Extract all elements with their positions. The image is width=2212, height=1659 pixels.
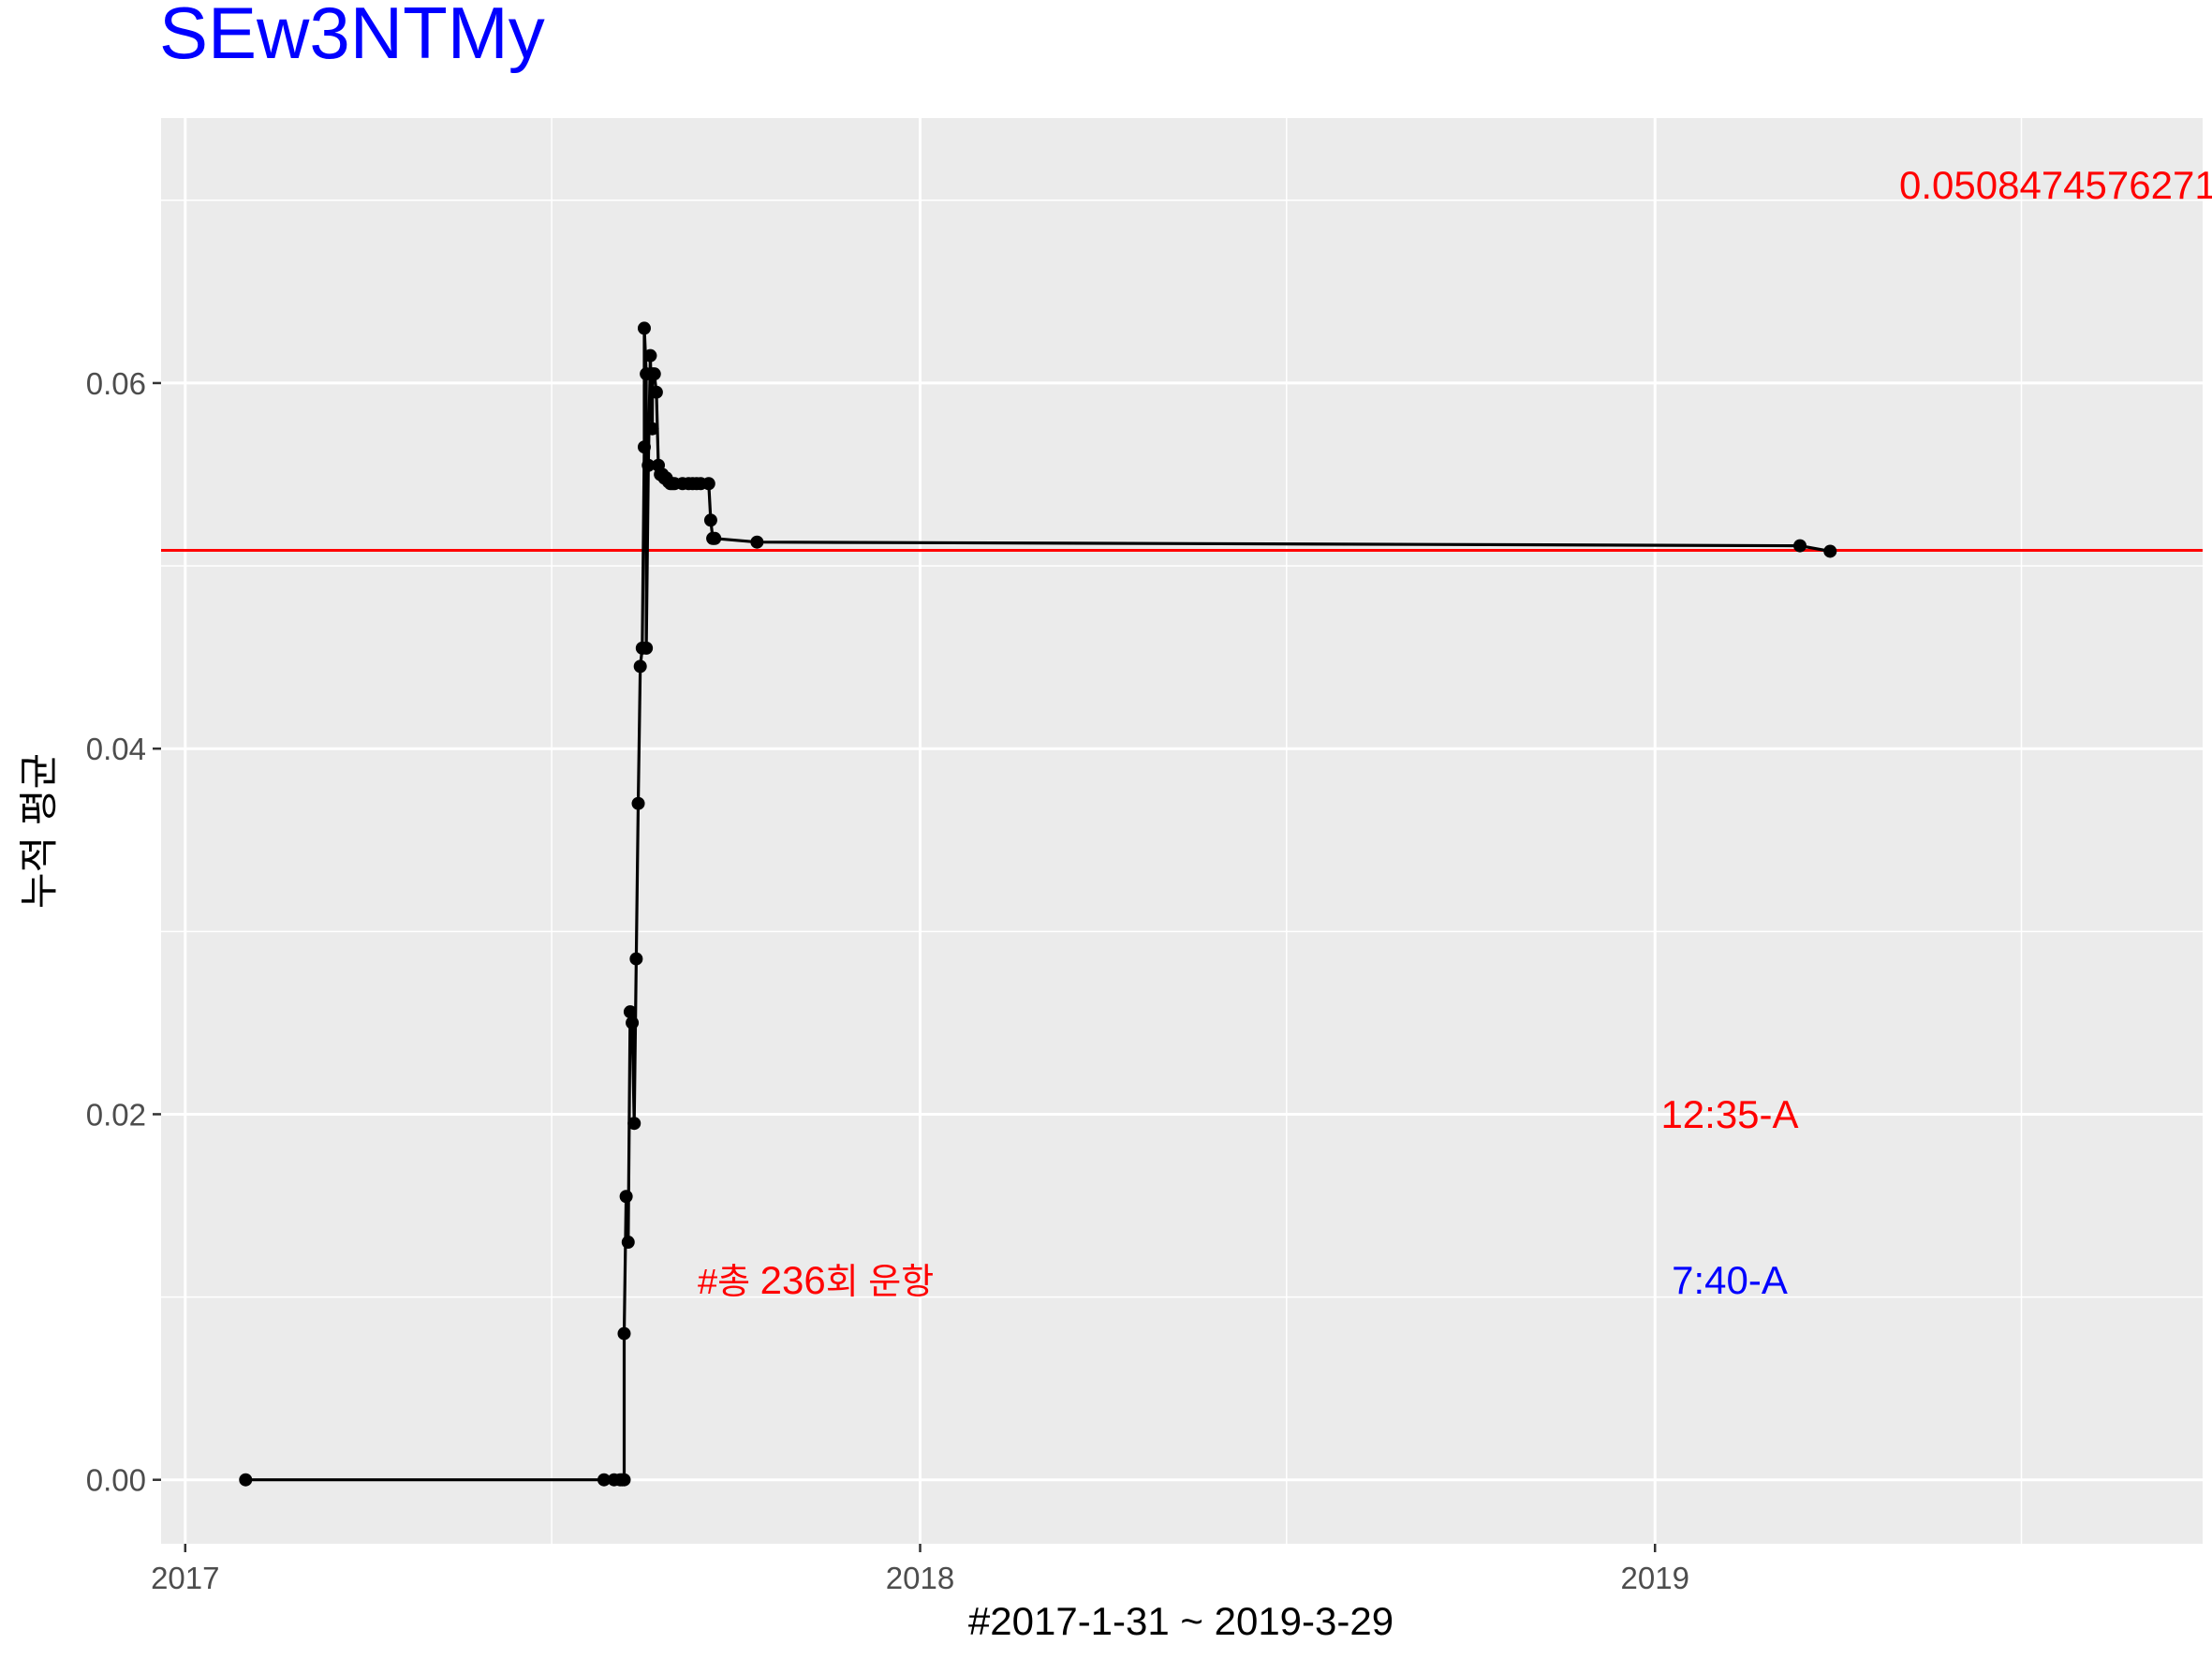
y-tick-label: 0.00 xyxy=(86,1463,146,1498)
data-point xyxy=(643,348,657,363)
series-points xyxy=(239,321,1837,1487)
time-label-red: 12:35-A xyxy=(1660,1092,1798,1136)
data-point xyxy=(649,385,663,399)
minor-grid xyxy=(161,118,2203,1544)
x-tick-label: 2017 xyxy=(151,1561,219,1595)
x-tick-label: 2019 xyxy=(1621,1561,1689,1595)
data-point xyxy=(617,1473,631,1487)
chart-title: SEw3NTMy xyxy=(159,0,545,74)
y-axis-title: 누적 평균 xyxy=(17,753,61,909)
y-tick-label: 0.04 xyxy=(86,732,146,766)
total-count: 236 xyxy=(760,1258,826,1302)
hline-label: 0.0508474576271 xyxy=(1899,163,2212,207)
data-point xyxy=(641,458,656,472)
data-point xyxy=(597,1473,611,1487)
data-point xyxy=(617,1326,631,1341)
data-point xyxy=(633,659,647,674)
data-point xyxy=(629,952,643,966)
data-point xyxy=(631,796,645,810)
time-label-blue: 7:40-A xyxy=(1672,1258,1788,1302)
x-axis: 2017 2018 2019 xyxy=(151,1544,1689,1595)
y-tick-label: 0.02 xyxy=(86,1097,146,1132)
data-point xyxy=(701,477,715,491)
data-point xyxy=(637,440,651,454)
x-tick-label: 2018 xyxy=(886,1561,954,1595)
data-point xyxy=(627,1117,641,1131)
total-prefix: #총 xyxy=(698,1263,760,1302)
y-axis: 0.00 0.02 0.04 0.06 xyxy=(86,366,161,1498)
data-point xyxy=(623,1005,637,1019)
data-point xyxy=(1823,544,1837,558)
data-point xyxy=(637,321,651,335)
plot-panel xyxy=(161,118,2203,1544)
data-point xyxy=(703,513,717,527)
x-axis-title: #2017-1-31 ~ 2019-3-29 xyxy=(968,1599,1394,1643)
data-point xyxy=(239,1473,253,1487)
data-point xyxy=(619,1190,633,1204)
total-flights-label: #총 236회 운항 xyxy=(698,1258,934,1302)
data-point xyxy=(626,1015,640,1029)
data-point xyxy=(708,531,722,545)
major-grid xyxy=(161,118,2203,1544)
data-point xyxy=(645,422,659,436)
data-point xyxy=(621,1236,635,1250)
data-point xyxy=(647,367,661,381)
data-point xyxy=(1793,539,1807,553)
data-point xyxy=(640,641,654,655)
total-suffix: 회 운항 xyxy=(826,1263,934,1302)
data-point xyxy=(750,535,764,549)
y-tick-label: 0.06 xyxy=(86,366,146,401)
